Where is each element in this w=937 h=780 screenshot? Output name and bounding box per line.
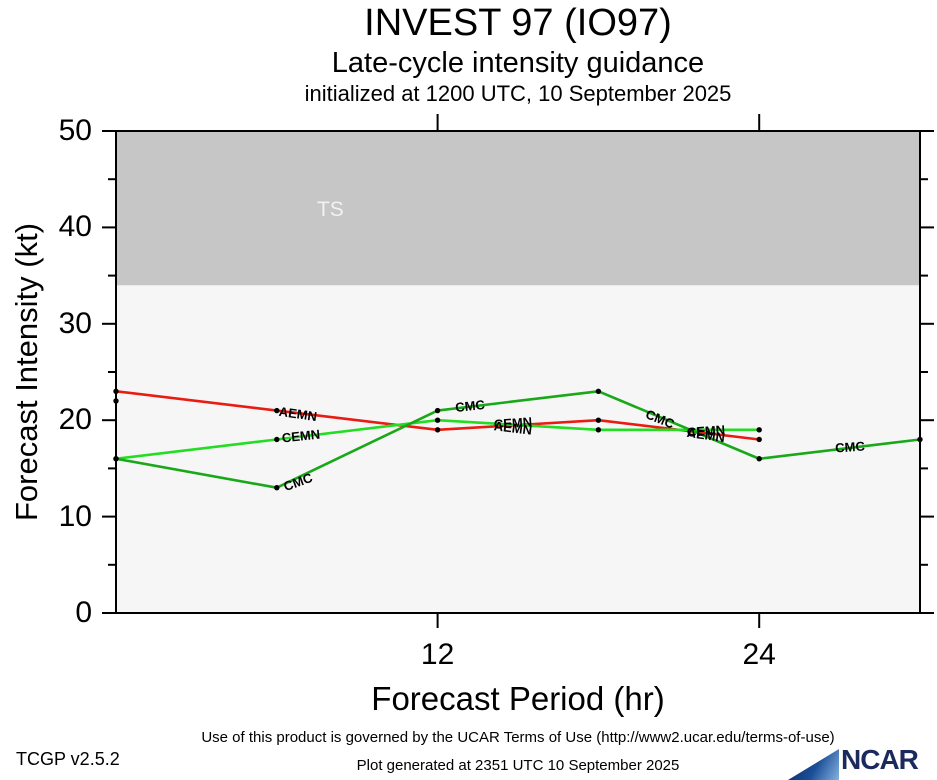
y-tick-label-20: 20	[58, 403, 92, 437]
intensity-chart-plot-area: TS AEMN CEMN CMC CMC CEMN AEMN CMC CEMN AEMN CMC	[102, 114, 934, 628]
series-line-cmc	[114, 389, 922, 489]
data-point-cemn	[756, 427, 762, 433]
ucar-terms-text: Use of this product is governed by the U…	[201, 729, 835, 746]
ts-band-label: TS	[316, 198, 344, 222]
ncar-logo: NCAR	[785, 742, 935, 780]
plot-generated-timestamp: Plot generated at 2351 UTC 10 September …	[356, 757, 680, 774]
plot-frame	[115, 130, 921, 614]
y-tick-label-50: 50	[58, 114, 92, 147]
chart-subtitle: Late-cycle intensity guidance	[331, 47, 705, 79]
x-axis-title: Forecast Period (hr)	[371, 680, 665, 717]
intensity-chart-svg	[102, 114, 934, 628]
initialization-time: initialized at 1200 UTC, 10 September 20…	[304, 81, 732, 106]
line-label-cmc: CMC	[454, 396, 486, 415]
data-point-cemn	[595, 427, 602, 433]
y-tick-label-10: 10	[58, 499, 92, 533]
data-point-cmc	[274, 484, 280, 491]
data-point-cmc	[595, 388, 602, 394]
data-point-cemn	[434, 417, 441, 423]
ncar-logo-text: NCAR	[841, 744, 919, 775]
page-title: INVEST 97 (IO97)	[364, 2, 672, 44]
data-point-aemn	[274, 407, 280, 414]
data-point-aemn	[434, 427, 441, 433]
y-axis-title: Forecast Intensity (kt)	[9, 222, 44, 522]
ts-threshold-band	[116, 131, 920, 286]
x-tick-label-12: 12	[420, 638, 455, 671]
data-point-cmc	[434, 407, 441, 414]
x-tick-label-24: 24	[742, 638, 776, 671]
y-tick-label-30: 30	[58, 306, 92, 340]
line-label-cmc: CMC	[835, 438, 866, 456]
data-point-cmc	[756, 456, 762, 462]
y-tick-label-0: 0	[75, 596, 92, 629]
tcgp-version-label: TCGP v2.5.2	[16, 749, 120, 769]
data-point-aemn	[756, 436, 762, 443]
data-point-cemn	[274, 436, 280, 443]
chart-header: INVEST 97 (IO97) Late-cycle intensity gu…	[116, 0, 920, 108]
data-point-aemn	[595, 417, 602, 423]
y-tick-label-40: 40	[58, 210, 92, 244]
